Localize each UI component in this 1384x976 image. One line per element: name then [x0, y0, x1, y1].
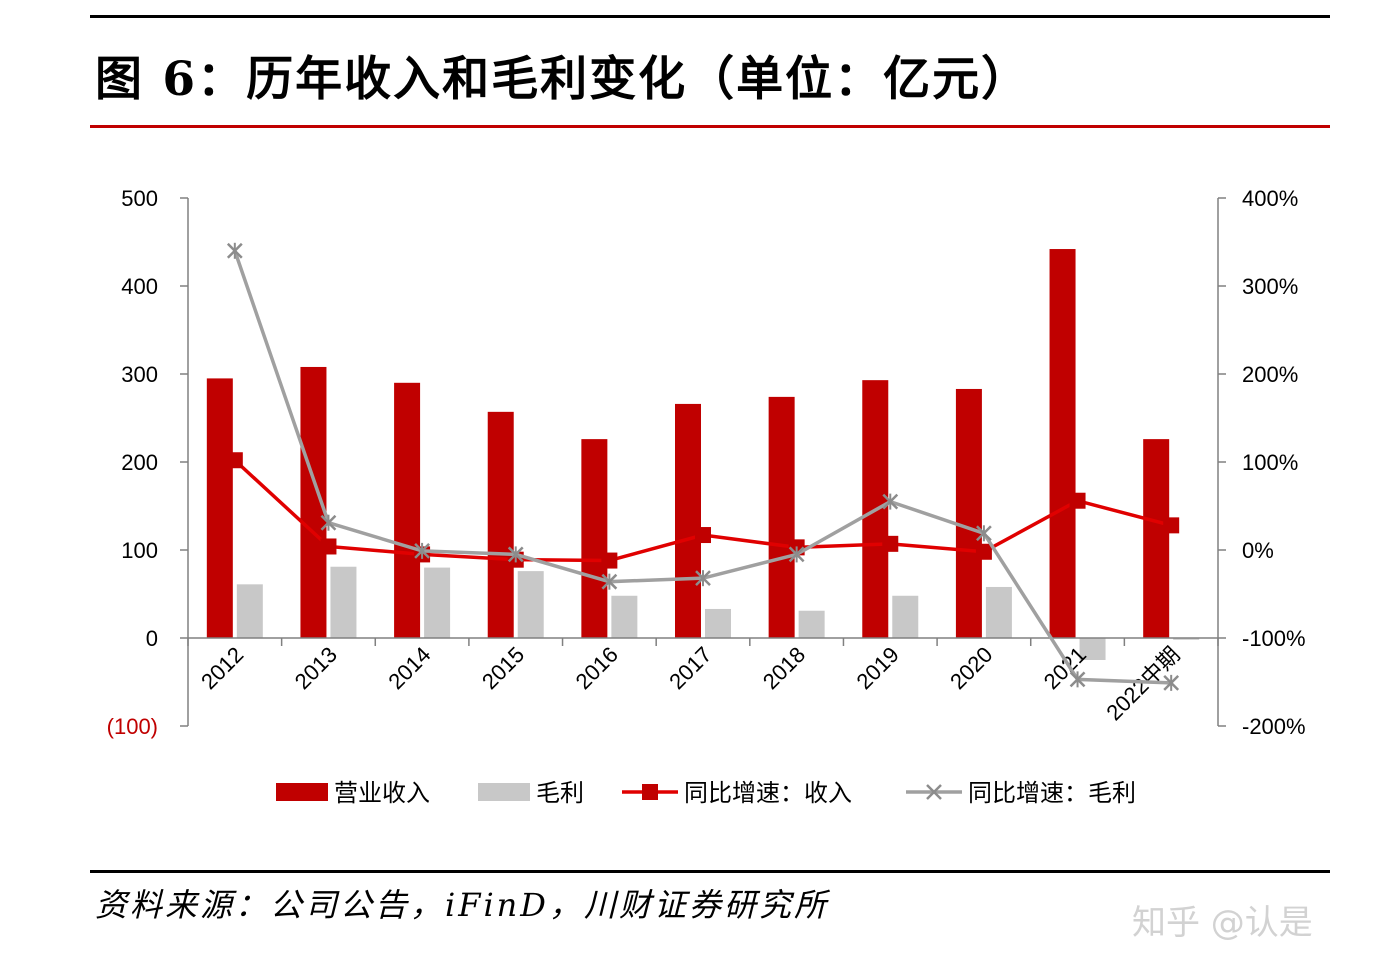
category-label: 2012	[196, 642, 248, 694]
revenue-growth-marker	[695, 527, 711, 544]
gross-profit-bar	[236, 584, 263, 638]
top-rule	[90, 15, 1330, 18]
right-tick-label: 300%	[1242, 274, 1298, 299]
gross-profit-growth-marker	[601, 573, 618, 590]
category-label: 2018	[758, 642, 810, 694]
legend-swatch-gross-profit	[478, 783, 530, 801]
gross-profit-growth-marker	[882, 493, 899, 510]
gross-profit-bar	[424, 567, 451, 638]
category-label: 2015	[477, 642, 529, 694]
right-tick-label: -100%	[1242, 626, 1306, 651]
right-tick-label: 0%	[1242, 538, 1274, 563]
revenue-growth-marker	[975, 543, 992, 560]
legend-label-revenue: 营业收入	[334, 780, 430, 807]
gross-profit-bar	[798, 610, 825, 638]
revenue-bar	[394, 382, 421, 638]
left-tick-label: 300	[121, 362, 158, 387]
gross-profit-bar	[892, 595, 919, 638]
left-tick-label: 500	[121, 186, 158, 211]
legend-label-gross-profit-growth: 同比增速：毛利	[968, 780, 1136, 807]
right-tick-label: 400%	[1242, 186, 1298, 211]
watermark: 知乎 @认是	[1132, 903, 1313, 943]
revenue-growth-marker	[601, 552, 618, 569]
left-tick-label: 200	[121, 450, 158, 475]
title-underline	[90, 125, 1330, 128]
legend-swatch-revenue	[276, 783, 328, 801]
revenue-growth-marker	[882, 535, 899, 552]
gross-profit-growth-marker	[976, 525, 992, 542]
revenue-bar	[768, 396, 795, 638]
gross-profit-bar	[705, 608, 731, 638]
gross-profit-bar	[611, 595, 638, 638]
legend-label-revenue-growth: 同比增速：收入	[684, 780, 852, 807]
revenue-bar	[955, 388, 982, 638]
gross-profit-growth-marker	[695, 570, 711, 587]
gross-profit-bar	[1079, 638, 1106, 660]
gross-profit-bar	[985, 586, 1012, 638]
revenue-growth-marker	[226, 452, 243, 469]
gross-profit-growth-marker	[788, 546, 805, 563]
gross-profit-bar	[1173, 638, 1200, 640]
chart-legend: 营业收入 毛利 同比增速：收入 同比增速：毛利	[276, 780, 1136, 807]
bottom-rule	[90, 870, 1330, 873]
source-note: 资料来源：公司公告，iFinD，川财证券研究所	[95, 886, 829, 924]
gross-profit-bar	[330, 566, 357, 638]
revenue-growth-marker	[1069, 492, 1086, 509]
revenue-bar	[1143, 439, 1170, 638]
left-tick-label: 100	[121, 538, 158, 563]
right-tick-label: -200%	[1242, 714, 1306, 739]
revenue-bar	[487, 411, 514, 638]
revenue-growth-marker	[1163, 517, 1180, 534]
gross-profit-growth-marker	[1069, 671, 1086, 688]
revenue-growth-line	[233, 458, 1172, 563]
category-label: 2013	[290, 642, 342, 694]
legend-marker-revenue-growth	[642, 784, 658, 800]
legend-marker-gross-profit-growth	[926, 784, 942, 800]
left-tick-label: 400	[121, 274, 158, 299]
category-label: 2017	[664, 642, 716, 694]
gross-profit-growth-marker	[507, 546, 524, 563]
gross-profit-growth-marker	[226, 242, 243, 259]
gross-profit-bar	[517, 571, 544, 638]
revenue-bar	[1049, 249, 1076, 639]
revenue-growth-marker	[320, 538, 337, 555]
left-tick-label: (100)	[107, 714, 158, 739]
left-tick-label: 0	[146, 626, 158, 651]
revenue-bar	[206, 378, 233, 638]
revenue-bar	[581, 439, 608, 638]
category-label: 2019	[852, 642, 904, 694]
right-tick-label: 200%	[1242, 362, 1298, 387]
right-tick-label: 100%	[1242, 450, 1298, 475]
category-label: 2014	[383, 642, 435, 694]
legend-label-gross-profit: 毛利	[536, 780, 584, 807]
gross-profit-growth-marker	[320, 514, 337, 531]
category-label: 2020	[945, 642, 997, 694]
figure-title: 图 6：历年收入和毛利变化（单位：亿元）	[95, 52, 1031, 107]
gross-profit-growth-marker	[1163, 674, 1180, 691]
revenue-bar	[675, 403, 701, 638]
gross-profit-growth-line	[233, 250, 1172, 685]
category-label: 2016	[571, 642, 623, 694]
gross-profit-growth-marker	[414, 542, 430, 559]
